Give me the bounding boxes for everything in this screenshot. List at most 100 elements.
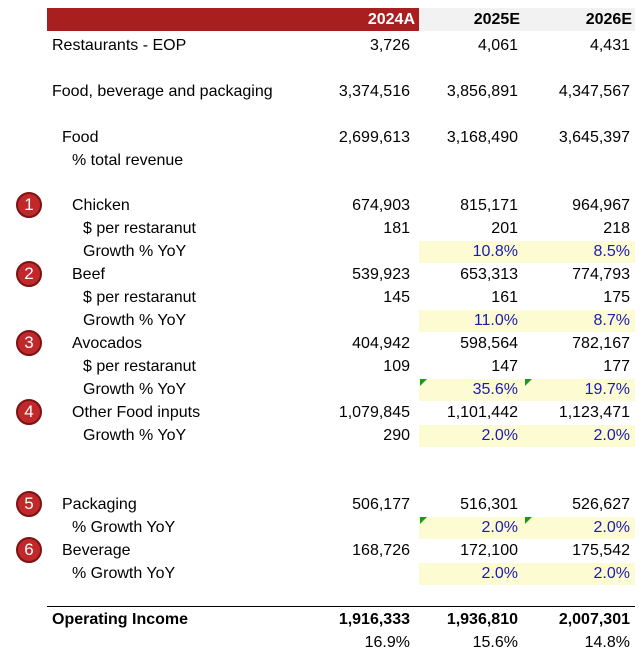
highlight-cell bbox=[524, 517, 635, 539]
highlight-cell bbox=[524, 563, 635, 585]
column-header: 2026E bbox=[585, 11, 632, 28]
value-cell: 35.6% bbox=[472, 381, 518, 398]
value-cell: 815,171 bbox=[460, 197, 518, 214]
value-cell: 4,431 bbox=[589, 37, 630, 54]
value-cell: 4,347,567 bbox=[558, 83, 630, 100]
highlight-cell bbox=[419, 241, 524, 263]
column-header: 2024A bbox=[367, 11, 415, 28]
value-cell: 201 bbox=[491, 220, 518, 237]
header-band bbox=[47, 8, 419, 31]
highlight-cell bbox=[419, 517, 524, 539]
value-cell: 516,301 bbox=[460, 496, 518, 513]
value-cell: 181 bbox=[383, 220, 410, 237]
value-cell: 218 bbox=[603, 220, 630, 237]
value-cell: 1,123,471 bbox=[558, 404, 630, 421]
highlight-cell bbox=[524, 310, 635, 332]
highlight-cell bbox=[524, 241, 635, 263]
step-marker: 2 bbox=[16, 261, 42, 287]
value-cell: 3,645,397 bbox=[558, 129, 630, 146]
value-cell: 161 bbox=[491, 289, 518, 306]
value-cell: 2,699,613 bbox=[338, 129, 410, 146]
value-cell: 15.6% bbox=[472, 634, 518, 651]
value-cell: 290 bbox=[383, 427, 410, 444]
value-cell: 3,374,516 bbox=[338, 83, 410, 100]
value-cell: 177 bbox=[603, 358, 630, 375]
comment-flag bbox=[420, 379, 427, 386]
value-cell: 2.0% bbox=[593, 519, 630, 536]
value-cell: 145 bbox=[383, 289, 410, 306]
row-label: Avocados bbox=[72, 335, 142, 352]
row-label: % Growth YoY bbox=[72, 565, 176, 582]
value-cell: 8.7% bbox=[593, 312, 630, 329]
value-cell: 539,923 bbox=[352, 266, 410, 283]
step-marker: 4 bbox=[16, 399, 42, 425]
value-cell: 674,903 bbox=[352, 197, 410, 214]
row-label: Growth % YoY bbox=[83, 381, 187, 398]
row-label: Food bbox=[62, 129, 99, 146]
comment-flag bbox=[420, 517, 427, 524]
row-label: Operating Income bbox=[52, 611, 189, 628]
value-cell: 653,313 bbox=[460, 266, 518, 283]
row-label: $ per restaranut bbox=[83, 358, 196, 375]
row-label: Chicken bbox=[72, 197, 130, 214]
value-cell: 19.7% bbox=[584, 381, 630, 398]
row-label: Beef bbox=[72, 266, 105, 283]
comment-flag bbox=[525, 379, 532, 386]
value-cell: 3,856,891 bbox=[446, 83, 518, 100]
value-cell: 782,167 bbox=[572, 335, 630, 352]
value-cell: 11.0% bbox=[473, 312, 518, 329]
value-cell: 2.0% bbox=[481, 519, 518, 536]
value-cell: 2,007,301 bbox=[558, 611, 630, 628]
value-cell: 2.0% bbox=[593, 427, 630, 444]
column-header: 2025E bbox=[473, 11, 520, 28]
value-cell: 774,793 bbox=[572, 266, 630, 283]
value-cell: 2.0% bbox=[593, 565, 630, 582]
value-cell: 147 bbox=[491, 358, 518, 375]
value-cell: 16.9% bbox=[364, 634, 410, 651]
step-marker: 6 bbox=[16, 537, 42, 563]
value-cell: 964,967 bbox=[572, 197, 630, 214]
value-cell: 14.8% bbox=[584, 634, 630, 651]
value-cell: 1,936,810 bbox=[446, 611, 518, 628]
row-label: Restaurants - EOP bbox=[52, 37, 187, 54]
divider bbox=[47, 606, 635, 607]
row-label: Growth % YoY bbox=[83, 427, 187, 444]
value-cell: 10.8% bbox=[472, 243, 518, 260]
value-cell: 109 bbox=[383, 358, 410, 375]
value-cell: 175 bbox=[603, 289, 630, 306]
row-label: Beverage bbox=[62, 542, 131, 559]
highlight-cell bbox=[524, 379, 635, 401]
value-cell: 2.0% bbox=[481, 565, 518, 582]
step-marker: 5 bbox=[16, 491, 42, 517]
row-label: % Growth YoY bbox=[72, 519, 176, 536]
value-cell: 404,942 bbox=[352, 335, 410, 352]
value-cell: 3,168,490 bbox=[446, 129, 518, 146]
highlight-cell bbox=[419, 310, 524, 332]
comment-flag bbox=[525, 517, 532, 524]
highlight-cell bbox=[419, 379, 524, 401]
value-cell: 1,916,333 bbox=[338, 611, 410, 628]
row-label: $ per restaranut bbox=[83, 289, 196, 306]
row-label: $ per restaranut bbox=[83, 220, 196, 237]
row-label: Other Food inputs bbox=[72, 404, 201, 421]
value-cell: 168,726 bbox=[352, 542, 410, 559]
row-label: % total revenue bbox=[72, 152, 184, 169]
value-cell: 1,101,442 bbox=[446, 404, 518, 421]
value-cell: 4,061 bbox=[477, 37, 518, 54]
row-label: Food, beverage and packaging bbox=[52, 83, 273, 100]
row-label: Packaging bbox=[62, 496, 137, 513]
highlight-cell bbox=[419, 563, 524, 585]
row-label: Growth % YoY bbox=[83, 243, 187, 260]
highlight-cell bbox=[419, 425, 524, 447]
value-cell: 1,079,845 bbox=[338, 404, 410, 421]
value-cell: 506,177 bbox=[352, 496, 410, 513]
header-band-light bbox=[419, 8, 635, 31]
row-label: Growth % YoY bbox=[83, 312, 187, 329]
value-cell: 3,726 bbox=[369, 37, 410, 54]
value-cell: 526,627 bbox=[572, 496, 630, 513]
value-cell: 598,564 bbox=[460, 335, 518, 352]
value-cell: 2.0% bbox=[481, 427, 518, 444]
highlight-cell bbox=[524, 425, 635, 447]
step-marker: 1 bbox=[16, 192, 42, 218]
